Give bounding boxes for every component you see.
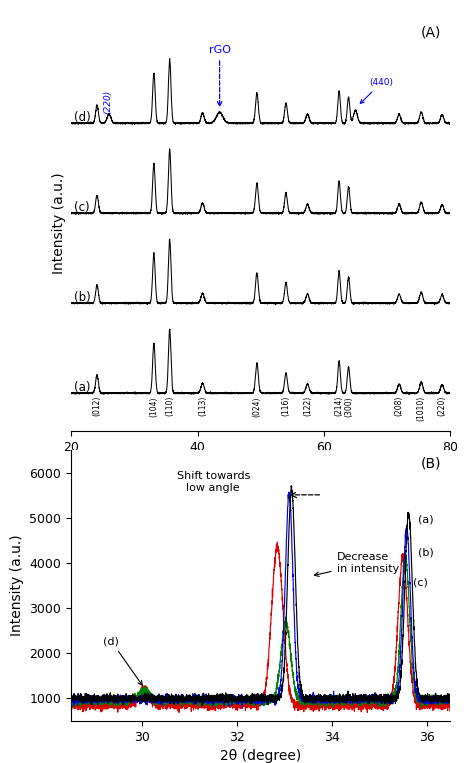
Text: (208): (208) <box>395 396 403 417</box>
Text: (c): (c) <box>73 201 89 214</box>
Text: (440): (440) <box>360 79 393 104</box>
Text: (214): (214) <box>335 396 344 417</box>
Text: (d): (d) <box>73 111 91 124</box>
Text: (b): (b) <box>73 291 91 304</box>
Text: Shift towards
low angle: Shift towards low angle <box>177 471 250 493</box>
Text: (c): (c) <box>413 577 428 588</box>
Text: (220): (220) <box>438 396 447 417</box>
Y-axis label: Intensity (a.u.): Intensity (a.u.) <box>52 172 65 274</box>
X-axis label: 2θ (degree): 2θ (degree) <box>220 459 301 473</box>
Text: (B): (B) <box>420 457 441 471</box>
Text: (d): (d) <box>103 636 142 685</box>
Text: (104): (104) <box>149 396 158 417</box>
Text: (116): (116) <box>282 396 291 417</box>
Text: (300): (300) <box>344 396 353 417</box>
Text: (012): (012) <box>92 396 101 417</box>
Text: rGO: rGO <box>209 45 231 106</box>
Text: (113): (113) <box>198 396 207 417</box>
X-axis label: 2θ (degree): 2θ (degree) <box>220 749 301 763</box>
Text: (a): (a) <box>73 381 90 394</box>
Text: (024): (024) <box>253 396 261 417</box>
Text: (b): (b) <box>418 548 434 558</box>
Text: (110): (110) <box>165 396 174 417</box>
Y-axis label: Intensity (a.u.): Intensity (a.u.) <box>10 535 24 636</box>
Text: (1010): (1010) <box>417 396 426 421</box>
Text: (220): (220) <box>103 90 112 114</box>
Text: (122): (122) <box>303 396 312 417</box>
Text: Decrease
in intensity: Decrease in intensity <box>314 552 399 576</box>
Text: (A): (A) <box>420 26 441 40</box>
Text: (a): (a) <box>418 514 434 525</box>
